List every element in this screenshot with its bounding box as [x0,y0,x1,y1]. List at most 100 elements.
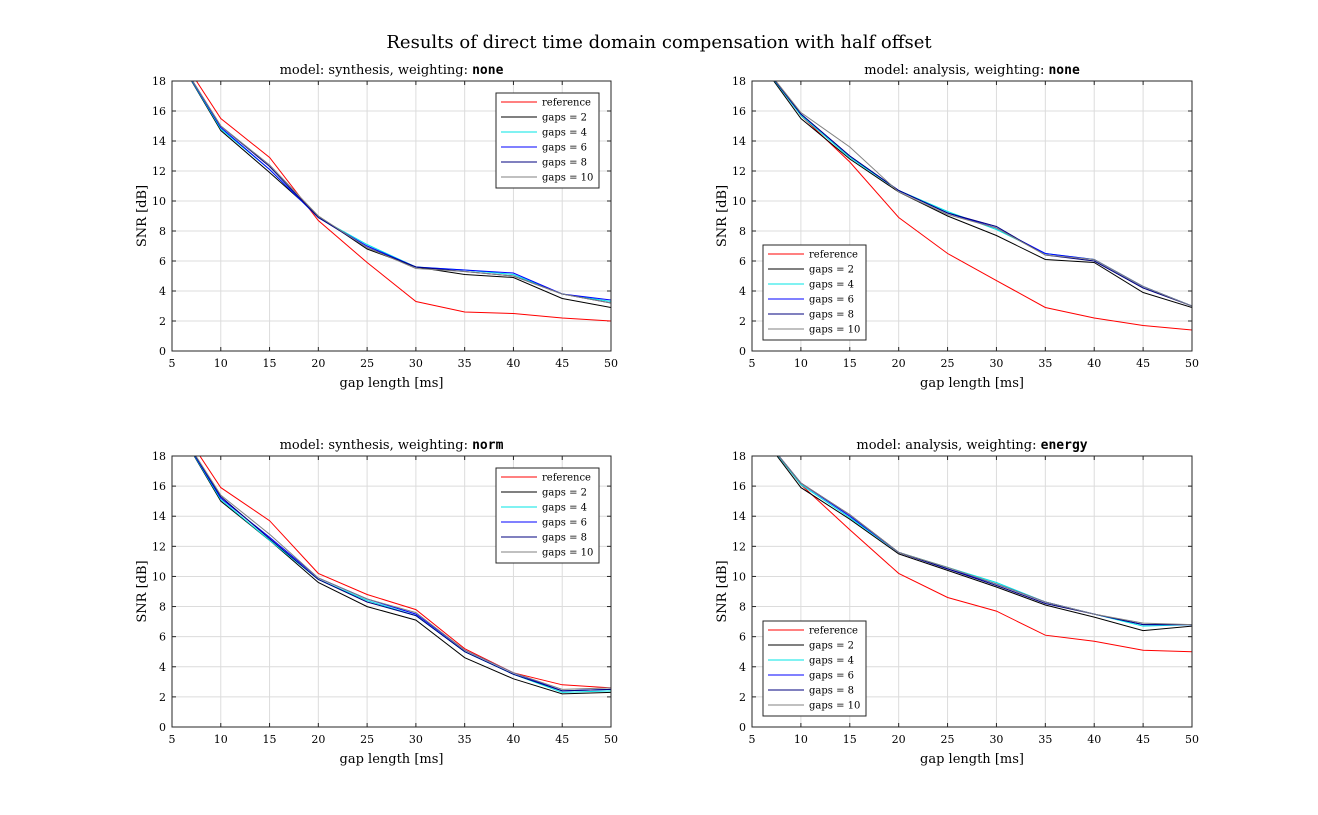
legend-label: reference [809,626,858,637]
legend: reference gaps = 2 gaps = 4 gaps = 6 gaps = … [762,620,867,717]
axes-box [751,455,1193,728]
panel-title-text: model: synthesis, weighting: [280,438,473,453]
axes-box [751,80,1193,352]
y-tick-label: 6 [739,255,746,268]
x-tick-label: 20 [311,357,325,370]
y-tick-label: 16 [152,105,166,118]
x-tick-label: 30 [409,733,423,746]
y-tick-label: 2 [159,315,166,328]
legend-label: gaps = 8 [809,686,854,697]
y-tick-label: 10 [152,570,166,583]
legend-label: gaps = 10 [542,173,593,184]
y-tick-label: 14 [152,135,166,148]
panel-title-text: model: analysis, weighting: [856,438,1040,453]
x-tick-label: 40 [506,733,520,746]
legend: reference gaps = 2 gaps = 4 gaps = 6 gaps = … [495,92,600,189]
panel-title: model: analysis, weighting: energy [856,438,1087,453]
x-tick-label: 25 [941,733,955,746]
legend-label: gaps = 2 [542,488,587,499]
legend-label: gaps = 2 [542,113,587,124]
series-lines [773,81,1192,331]
legend: reference gaps = 2 gaps = 4 gaps = 6 gaps = … [762,244,867,341]
y-axis-label: SNR [dB] [135,185,150,247]
x-tick-label: 50 [604,733,618,746]
y-tick-label: 10 [152,195,166,208]
x-tick-label: 5 [169,357,176,370]
x-tick-label: 45 [1136,733,1150,746]
legend-box [762,620,867,717]
x-tick-label: 15 [843,733,857,746]
x-axis-label: gap length [ms] [340,376,444,391]
series-line-gaps-4 [191,81,611,302]
series-line-gaps-10 [195,456,611,690]
x-tick-label: 15 [263,733,277,746]
y-tick-label: 6 [159,631,166,644]
x-axis-label: gap length [ms] [920,752,1024,767]
y-axis-label: SNR [dB] [715,560,730,622]
series-line-reference [195,81,611,322]
y-tick-label: 0 [739,721,746,734]
y-tick-label: 2 [739,315,746,328]
x-axis-label: gap length [ms] [340,752,444,767]
legend-label: gaps = 10 [809,701,860,712]
x-tick-label: 35 [1038,357,1052,370]
x-tick-label: 50 [604,357,618,370]
x-tick-label: 5 [169,733,176,746]
x-tick-label: 20 [311,733,325,746]
series-line-gaps-8 [194,456,611,692]
panel-title-weighting: none [472,63,503,78]
y-tick-label: 4 [739,661,746,674]
legend-label: gaps = 10 [542,548,593,559]
legend-label: reference [542,473,591,484]
y-tick-label: 14 [732,135,746,148]
y-tick-label: 8 [159,225,166,238]
y-tick-label: 16 [152,480,166,493]
y-axis-label: SNR [dB] [715,185,730,247]
series-line-gaps-4 [193,456,611,693]
y-tick-label: 4 [739,285,746,298]
x-tick-label: 45 [1136,357,1150,370]
x-tick-label: 35 [1038,733,1052,746]
x-tick-label: 10 [794,357,808,370]
chart-panel-1: 5 10 15 20 25 30 35 40 45 50 0 2 4 6 8 10 12 14 16 18 model:… [135,63,618,391]
x-tick-label: 40 [1087,357,1101,370]
legend-box [762,244,867,341]
y-tick-label: 10 [732,195,746,208]
series-lines [190,81,611,322]
series-line-gaps-2 [776,456,1192,632]
chart-panel-4: 5 10 15 20 25 30 35 40 45 50 0 2 4 6 8 10 12 14 16 18 model:… [715,438,1199,767]
x-tick-label: 45 [555,733,569,746]
y-tick-label: 8 [159,601,166,614]
x-tick-label: 40 [1087,733,1101,746]
x-tick-label: 45 [555,357,569,370]
x-tick-label: 30 [989,357,1003,370]
x-tick-label: 25 [360,357,374,370]
y-tick-label: 12 [732,540,746,553]
legend: reference gaps = 2 gaps = 4 gaps = 6 gaps = … [495,467,600,564]
y-tick-label: 18 [732,450,746,463]
x-tick-label: 30 [989,733,1003,746]
legend-label: gaps = 6 [809,295,854,306]
x-tick-label: 10 [214,357,228,370]
y-tick-label: 0 [739,345,746,358]
x-tick-label: 10 [794,733,808,746]
legend-label: gaps = 6 [809,671,854,682]
legend-label: reference [809,250,858,261]
x-tick-label: 10 [214,733,228,746]
legend-label: gaps = 8 [542,158,587,169]
series-lines [776,456,1192,653]
x-tick-label: 50 [1185,357,1199,370]
series-line-gaps-8 [774,81,1192,307]
series-line-reference [199,456,611,689]
y-tick-label: 18 [732,75,746,88]
y-tick-label: 14 [152,510,166,523]
y-tick-label: 8 [739,225,746,238]
figure-title: Results of direct time domain compensati… [386,32,932,53]
panel-title: model: analysis, weighting: none [864,63,1080,78]
legend-label: gaps = 2 [809,265,854,276]
series-line-gaps-10 [778,456,1192,626]
y-tick-label: 8 [739,601,746,614]
y-tick-label: 16 [732,105,746,118]
y-axis-label: SNR [dB] [135,560,150,622]
x-tick-label: 40 [506,357,520,370]
